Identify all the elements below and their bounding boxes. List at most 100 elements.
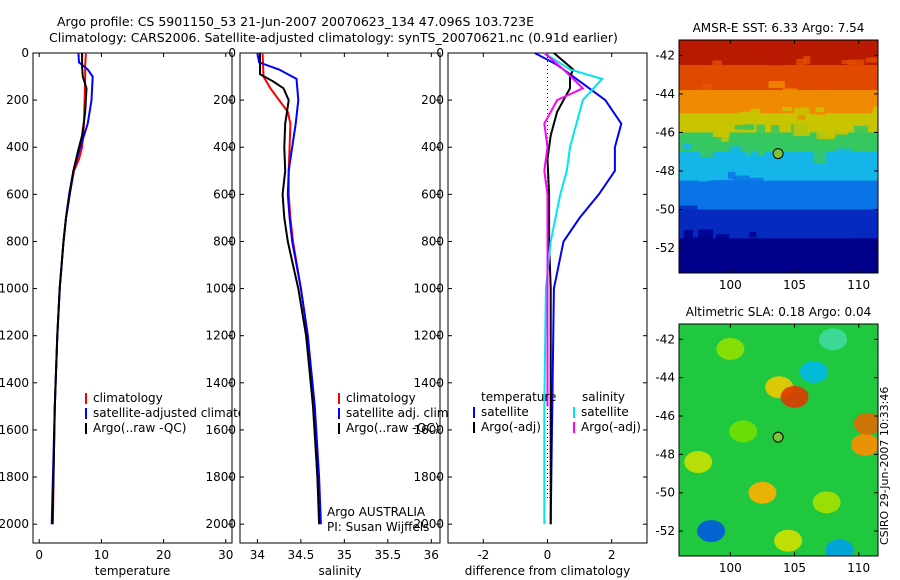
map-cell [729,104,745,113]
legend-entry: climatology [346,391,416,405]
map-blob [780,385,809,408]
argo-location-marker [772,148,784,160]
legend-group-header: temperature [481,390,556,404]
y-tick-label: -50 [655,202,675,216]
map-cell [805,102,817,115]
map-cell [732,175,750,188]
x-tick-label: -2 [477,548,489,562]
map-cell [796,77,816,85]
legend-group-header: salinity [582,390,625,404]
y-tick-label: 600 [421,187,444,201]
map-cell [864,253,874,261]
map-cell [702,136,722,147]
y-tick-label: 2000 [413,517,444,531]
map-cell [841,60,857,65]
x-tick-label: 110 [847,278,870,292]
x-tick-label: 30 [218,548,233,562]
map-blob [716,337,745,360]
legend-entry: satellite [481,405,529,419]
map-cell [728,248,738,261]
map-cell [743,124,755,131]
map-frame [678,39,879,274]
map-cell [706,191,716,200]
y-tick-label: -46 [655,125,675,139]
map-cell [815,107,825,112]
map-cell [796,58,807,68]
map-cell [766,239,780,248]
map-cell [700,149,714,158]
map-blob [812,491,841,514]
map-cell [855,99,875,108]
argo-location-marker [772,431,784,443]
x-tick-label: 105 [783,278,806,292]
map-cell [825,124,836,138]
map-cell [710,113,730,124]
x-tick-label: 100 [719,561,742,575]
series-satellite-adj-clim- [256,52,322,525]
map-blob [748,481,777,504]
y-tick-label: 2000 [205,517,236,531]
map-cell [682,142,692,150]
map-title: AMSR-E SST: 6.33 Argo: 7.54 [693,21,865,35]
map-cell [750,249,767,258]
y-tick-label: -42 [655,48,675,62]
map-cell [754,155,768,169]
x-tick-label: 105 [783,561,806,575]
map-cell [768,81,785,88]
map-cell [873,114,878,125]
y-tick-label: 400 [6,140,29,154]
map-cell [813,150,827,164]
map-cell [816,131,835,140]
map-cell [737,76,756,84]
legend-entry: Argo(..raw -QC) [346,421,439,435]
y-tick-label: -52 [655,241,675,255]
map-cell [695,85,714,90]
y-tick-label: 1400 [205,376,236,390]
map-cell [747,177,764,187]
map-cell [716,132,729,142]
x-tick-label: 2 [608,548,616,562]
y-tick-label: 600 [213,187,236,201]
map-cell [679,205,698,219]
x-tick-label: 10 [94,548,109,562]
legend-entry: satellite [581,405,629,419]
x-tick-label: 35 [337,548,352,562]
map-cell [723,43,735,48]
legend-entry: climatology [93,391,163,405]
map-cell [769,53,784,66]
y-tick-label: 800 [213,234,236,248]
figure-title-line1: Argo profile: CS 5901150_53 21-Jun-2007 … [57,14,535,29]
y-tick-label: 200 [421,93,444,107]
y-tick-label: 1600 [0,423,29,437]
map-cell [782,88,797,95]
map-cell [835,148,852,161]
legend-entry: Argo(-adj) [481,420,541,434]
y-tick-label: -44 [655,87,675,101]
map-cell [725,91,742,100]
y-tick-label: -52 [655,524,675,538]
map-cell [695,246,705,255]
map-cell [744,97,753,109]
map-cell [847,59,865,71]
map-blob [774,529,803,552]
map-cell [782,106,792,111]
panel-difference: 0 200 400 600 800 1000 1200 1400 1600 1800 2000 -2 0… [413,46,648,578]
map-blob [697,520,726,543]
map-cell [754,40,774,47]
y-tick-label: 1600 [413,423,444,437]
map-cell [708,142,727,152]
map-cell [701,65,713,71]
y-tick-label: 1400 [413,376,444,390]
y-tick-label: 1000 [205,282,236,296]
map-cell [702,74,714,83]
map-blob [825,539,854,556]
legend-entry: satellite-adjusted climatology [93,406,271,420]
y-tick-label: 1800 [205,470,236,484]
map-cell [741,40,760,54]
annotation-line: Argo AUSTRALIA [327,505,426,519]
map-cell [857,79,868,85]
map-cell [712,60,723,69]
legend-entry: Argo(..raw -QC) [93,421,186,435]
